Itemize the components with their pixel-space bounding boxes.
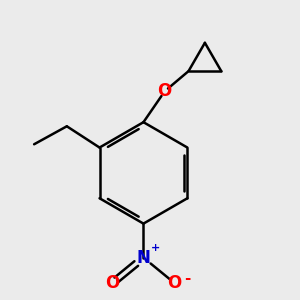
Text: O: O bbox=[105, 274, 119, 292]
Text: -: - bbox=[184, 271, 190, 286]
Text: O: O bbox=[167, 274, 182, 292]
Text: O: O bbox=[158, 82, 172, 100]
Text: N: N bbox=[136, 249, 150, 267]
Text: +: + bbox=[151, 243, 160, 253]
